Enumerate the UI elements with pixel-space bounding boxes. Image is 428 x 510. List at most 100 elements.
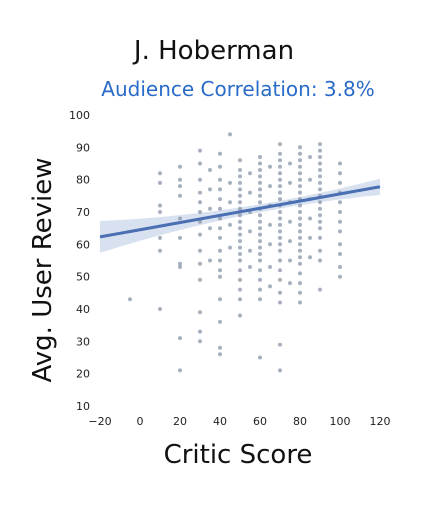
- data-point: [178, 261, 182, 266]
- data-point: [338, 161, 342, 166]
- data-point: [278, 216, 282, 221]
- x-tick-label: 40: [213, 415, 227, 428]
- data-point: [278, 197, 282, 202]
- data-point: [318, 287, 322, 292]
- data-point: [198, 210, 202, 214]
- regression-line: [99, 185, 381, 239]
- x-tick-label: 80: [293, 415, 307, 428]
- data-point: [258, 355, 262, 360]
- data-point: [318, 180, 322, 185]
- data-point: [308, 216, 312, 221]
- data-point: [208, 258, 212, 263]
- data-point: [128, 297, 132, 302]
- data-point: [268, 164, 272, 169]
- data-point: [318, 187, 322, 192]
- data-point: [248, 265, 252, 269]
- data-point: [238, 158, 242, 163]
- data-point: [178, 177, 182, 182]
- data-point: [238, 206, 242, 211]
- data-point: [258, 258, 262, 263]
- data-point: [278, 342, 282, 347]
- x-tick-label: −20: [88, 415, 111, 428]
- data-point: [258, 155, 262, 159]
- data-point: [218, 235, 222, 240]
- data-point: [298, 290, 302, 295]
- data-point: [178, 216, 182, 221]
- y-tick-label: 90: [76, 141, 90, 154]
- y-tick-label: 30: [76, 335, 90, 348]
- data-point: [238, 287, 242, 292]
- data-point: [258, 219, 262, 224]
- data-point: [228, 245, 232, 250]
- data-point: [158, 248, 162, 253]
- data-point: [178, 164, 182, 169]
- data-point: [318, 235, 322, 240]
- data-point: [218, 258, 222, 263]
- data-point: [218, 187, 222, 192]
- data-point: [288, 281, 292, 286]
- data-point: [298, 177, 302, 182]
- x-axis-label: Critic Score: [163, 440, 313, 470]
- data-point: [318, 226, 322, 231]
- data-point: [258, 161, 262, 166]
- data-point: [198, 200, 202, 205]
- data-point: [238, 239, 242, 244]
- data-point: [218, 274, 222, 279]
- data-point: [278, 177, 282, 182]
- data-point: [258, 213, 262, 218]
- data-point: [218, 197, 222, 202]
- data-point: [238, 219, 242, 224]
- data-point: [298, 184, 302, 189]
- data-point: [178, 235, 182, 240]
- data-point: [298, 222, 302, 227]
- data-point: [268, 222, 272, 227]
- data-point: [338, 200, 342, 205]
- data-point: [278, 368, 282, 373]
- data-point: [298, 255, 302, 260]
- data-point: [248, 229, 252, 234]
- data-point: [338, 274, 342, 279]
- data-point: [258, 168, 262, 172]
- data-point: [278, 242, 282, 247]
- data-point: [258, 268, 262, 273]
- data-point: [278, 164, 282, 169]
- data-point: [258, 252, 262, 256]
- data-point: [298, 261, 302, 266]
- data-point: [238, 268, 242, 273]
- data-point: [288, 258, 292, 263]
- data-point: [298, 229, 302, 234]
- y-tick-label: 60: [76, 238, 90, 251]
- data-point: [258, 174, 262, 179]
- data-point: [318, 200, 322, 205]
- data-point: [208, 187, 212, 192]
- data-point: [258, 200, 262, 205]
- data-point: [298, 158, 302, 163]
- data-point: [298, 300, 302, 305]
- data-point: [178, 368, 182, 373]
- data-point: [298, 145, 302, 150]
- y-tick-label: 20: [76, 368, 90, 381]
- data-point: [238, 245, 242, 250]
- data-point: [158, 180, 162, 185]
- data-point: [198, 148, 202, 153]
- data-point: [198, 190, 202, 195]
- data-point: [158, 235, 162, 240]
- data-point: [278, 158, 282, 163]
- x-tick-label: 20: [173, 415, 187, 428]
- data-point: [258, 239, 262, 244]
- data-point: [158, 210, 162, 214]
- data-point: [238, 174, 242, 179]
- data-point: [338, 265, 342, 269]
- data-point: [298, 151, 302, 156]
- data-point: [318, 168, 322, 172]
- data-point: [338, 171, 342, 176]
- data-point: [318, 248, 322, 253]
- data-point: [298, 203, 302, 208]
- data-point: [318, 174, 322, 179]
- data-point: [298, 171, 302, 176]
- data-point: [338, 229, 342, 234]
- data-point: [278, 268, 282, 273]
- data-point: [278, 190, 282, 195]
- data-point: [298, 210, 302, 214]
